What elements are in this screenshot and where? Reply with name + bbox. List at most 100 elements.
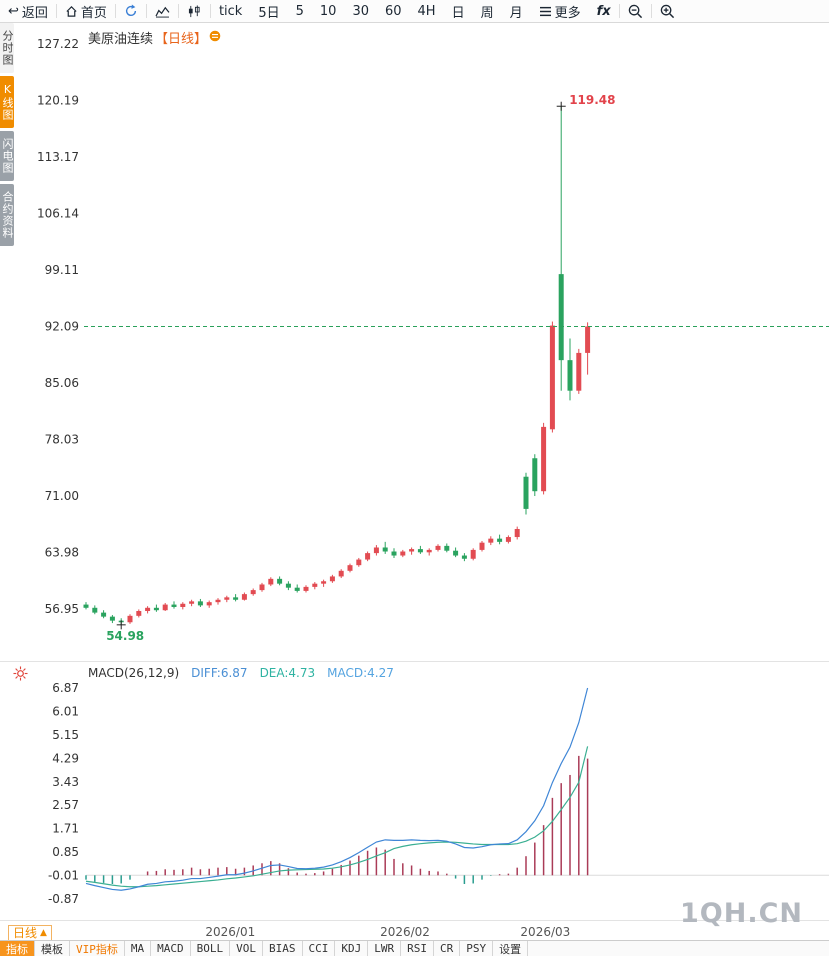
macd-axis-label: 1.71 <box>52 822 79 836</box>
candle-body <box>373 547 379 554</box>
candle-body <box>549 325 555 430</box>
period-60min-button[interactable]: 60 <box>384 3 402 19</box>
footer-tab-indicator[interactable]: 指标 <box>0 941 35 956</box>
footer-tab-macd[interactable]: MACD <box>151 941 191 956</box>
macd-axis-label: 6.87 <box>52 681 79 695</box>
footer-tab-rsi[interactable]: RSI <box>401 941 434 956</box>
divider <box>177 4 179 18</box>
period-tag: 【日线】 <box>155 32 208 47</box>
zoom-in-button[interactable] <box>652 0 683 22</box>
divider <box>114 4 116 18</box>
fx-icon: fx <box>596 3 611 19</box>
candle-body <box>417 549 423 553</box>
candle-body <box>285 583 291 588</box>
kline-chart-button[interactable] <box>179 0 210 22</box>
candle-body <box>400 551 406 556</box>
home-icon <box>65 5 78 18</box>
candle-body <box>391 551 397 556</box>
divider <box>650 4 652 18</box>
back-icon: ↩ <box>8 3 19 19</box>
candle-body <box>92 607 98 613</box>
refresh-button[interactable] <box>116 0 146 22</box>
footer-tab-cr[interactable]: CR <box>434 941 461 956</box>
candle-body <box>488 538 494 543</box>
macd-axis-label: -0.01 <box>48 869 79 883</box>
zoom-in-icon <box>660 4 675 19</box>
candle-body <box>558 274 564 361</box>
price-axis-label: 92.09 <box>45 319 79 333</box>
sidebar-tab-time-chart[interactable]: 分时图 <box>0 23 14 73</box>
area-chart-icon <box>155 5 170 18</box>
macd-axis-label: 4.29 <box>52 751 79 765</box>
candle-body <box>321 581 327 584</box>
chevron-up-icon: ▲ <box>40 928 47 938</box>
period-month-button[interactable]: 月 <box>509 5 523 21</box>
price-axis-label: 106.14 <box>37 206 79 220</box>
indicator-settings-icon[interactable] <box>13 666 28 685</box>
footer-tab-vol[interactable]: VOL <box>230 941 263 956</box>
time-chart-button[interactable] <box>147 0 178 22</box>
sidebar-tab-flash-chart[interactable]: 闪电图 <box>0 131 14 181</box>
footer-tab-ma[interactable]: MA <box>125 941 152 956</box>
current-period-selector[interactable]: 日线 ▲ <box>8 925 52 941</box>
zoom-out-icon <box>628 4 643 19</box>
footer-tab-boll[interactable]: BOLL <box>191 941 231 956</box>
candle-body <box>294 587 300 591</box>
footer-tab-cci[interactable]: CCI <box>303 941 336 956</box>
sidebar-tab-kline-chart[interactable]: K线图 <box>0 76 14 128</box>
footer-tab-bias[interactable]: BIAS <box>263 941 303 956</box>
low-price-label: 54.98 <box>106 629 144 643</box>
candle-body <box>470 549 476 559</box>
period-tick-button[interactable]: tick <box>218 3 243 19</box>
footer-tab-settings[interactable]: 设置 <box>493 941 529 956</box>
footer-tab-lwr[interactable]: LWR <box>368 941 402 956</box>
candle-body <box>338 570 344 577</box>
candle-body <box>497 538 503 542</box>
macd-axis-label: 5.15 <box>52 728 79 742</box>
macd-axis-label: -0.87 <box>48 892 79 906</box>
price-axis-label: 63.98 <box>45 545 79 559</box>
period-day-button[interactable]: 日 <box>451 5 465 21</box>
candle-body <box>250 590 256 595</box>
divider <box>618 4 620 18</box>
period-week-button[interactable]: 周 <box>480 5 494 21</box>
candle-body <box>514 528 520 538</box>
candle-body <box>277 578 283 584</box>
candle-body <box>215 599 221 603</box>
period-5min-button[interactable]: 5 <box>295 3 304 19</box>
period-5day-button[interactable]: 5日 <box>258 5 280 21</box>
top-toolbar: ↩ 返回 首页 tick 5日 5 10 30 60 4H 日 周 月 更多 f… <box>0 0 829 23</box>
price-axis-label: 71.00 <box>45 489 79 503</box>
macd-name: MACD(26,12,9) <box>88 666 180 680</box>
candle-body <box>145 607 151 612</box>
refresh-icon <box>124 4 138 18</box>
price-axis-label: 78.03 <box>45 433 79 447</box>
divider <box>55 4 57 18</box>
period-10min-button[interactable]: 10 <box>319 3 337 19</box>
x-axis-label: 2026/02 <box>380 925 430 939</box>
candle-body <box>241 594 247 600</box>
macd-axis-label: 3.43 <box>52 775 79 789</box>
home-button[interactable]: 首页 <box>57 0 115 22</box>
footer-tab-template[interactable]: 模板 <box>35 941 70 956</box>
x-axis-label: 2026/03 <box>520 925 570 939</box>
more-button[interactable]: 更多 <box>531 0 589 22</box>
footer-tab-vip-indicator[interactable]: VIP指标 <box>70 941 125 956</box>
period-4h-button[interactable]: 4H <box>417 3 436 19</box>
hamburger-icon <box>539 6 552 17</box>
sidebar-tab-contract-info[interactable]: 合约资料 <box>0 184 14 246</box>
back-button[interactable]: ↩ 返回 <box>8 3 48 21</box>
formula-button[interactable]: fx <box>589 0 619 22</box>
diff-line <box>85 687 589 891</box>
footer-tab-psy[interactable]: PSY <box>460 941 494 956</box>
contract-tag-icon[interactable] <box>209 30 221 46</box>
zoom-out-button[interactable] <box>620 0 651 22</box>
candlestick-chart-icon <box>187 4 202 18</box>
candle-body <box>189 601 195 604</box>
symbol-name: 美原油连续 <box>88 32 154 47</box>
watermark: 1QH.CN <box>679 898 803 929</box>
footer-tab-kdj[interactable]: KDJ <box>335 941 369 956</box>
period-30min-button[interactable]: 30 <box>352 3 369 19</box>
candle-body <box>329 576 335 582</box>
